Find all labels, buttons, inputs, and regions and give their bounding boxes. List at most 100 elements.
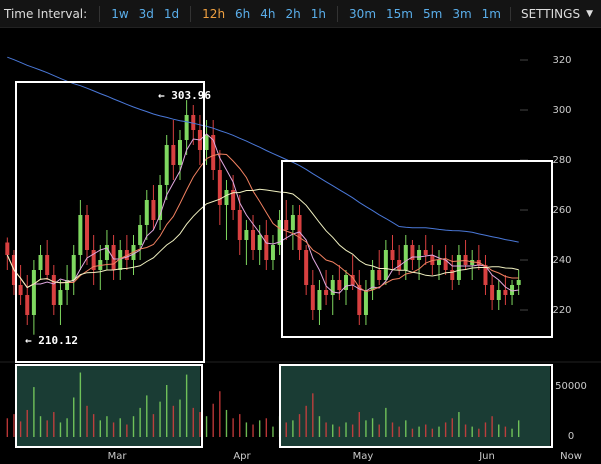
toolbar-divider: [337, 5, 339, 22]
candle: [304, 245, 309, 295]
candle: [177, 130, 182, 180]
candle-body: [370, 270, 375, 290]
candle-body: [496, 290, 501, 300]
candle-body: [244, 230, 249, 240]
candle-body: [503, 290, 508, 295]
candle-body: [490, 285, 495, 300]
interval-12h-button[interactable]: 12h: [202, 6, 226, 21]
volume-bar: [451, 418, 453, 437]
candle-body: [45, 255, 50, 275]
candle: [191, 105, 196, 145]
candle: [224, 180, 229, 240]
volume-highlight-area: [17, 366, 200, 447]
candle-body: [211, 135, 216, 170]
candle: [217, 150, 222, 225]
volume-bar: [139, 407, 141, 437]
candle-body: [38, 255, 43, 270]
candle: [357, 270, 362, 325]
volume-bar: [106, 416, 108, 437]
volume-bar: [46, 420, 48, 437]
candle: [503, 275, 508, 305]
candle: [423, 235, 428, 265]
candle-body: [317, 290, 322, 310]
volume-tick-label: 50000: [555, 381, 587, 392]
interval-group-hours: 12h 6h 4h 2h 1h: [184, 5, 331, 22]
settings-dropdown[interactable]: SETTINGS ▼: [509, 6, 601, 21]
volume-bar: [26, 409, 28, 437]
interval-5m-button[interactable]: 5m: [422, 6, 443, 21]
candle: [78, 200, 83, 270]
volume-bar: [192, 407, 194, 437]
candle: [25, 275, 30, 325]
candle-body: [184, 115, 189, 140]
candle: [403, 235, 408, 280]
candle: [344, 270, 349, 305]
volume-bar: [66, 418, 68, 437]
volume-bar: [53, 412, 55, 437]
candle-body: [118, 250, 123, 270]
interval-1d-button[interactable]: 1d: [163, 6, 180, 21]
interval-1m-button[interactable]: 1m: [481, 6, 501, 21]
candle-body: [191, 115, 196, 130]
volume-bar: [491, 416, 493, 437]
price-tick-label: 280: [552, 155, 571, 166]
candle: [330, 275, 335, 315]
interval-1h-button[interactable]: 1h: [310, 6, 327, 21]
interval-2h-button[interactable]: 2h: [285, 6, 301, 21]
price-tick-label: 300: [552, 105, 571, 116]
candle: [38, 245, 43, 280]
date-tick-label: Apr: [233, 451, 251, 462]
volume-bar: [245, 422, 248, 437]
volume-bar: [431, 428, 434, 437]
candle-body: [237, 210, 242, 240]
candle-body: [463, 255, 468, 265]
interval-3m-button[interactable]: 3m: [452, 6, 472, 21]
candle: [310, 270, 315, 320]
volume-bar: [464, 424, 467, 437]
volume-bar: [13, 414, 15, 437]
candle: [463, 240, 468, 270]
interval-6h-button[interactable]: 6h: [235, 6, 251, 21]
volume-bar: [79, 372, 82, 437]
candle: [257, 225, 262, 265]
candle: [456, 245, 461, 285]
volume-bar: [292, 420, 294, 437]
interval-4h-button[interactable]: 4h: [260, 6, 276, 21]
candle-body: [397, 260, 402, 270]
volume-bar: [205, 416, 208, 437]
candle: [290, 205, 295, 250]
volume-bar: [258, 420, 261, 437]
caret-down-icon: ▼: [586, 8, 593, 19]
candle-body: [270, 245, 275, 260]
candle: [144, 190, 149, 240]
moving-average-line: [7, 56, 519, 243]
volume-bar: [398, 426, 400, 437]
toolbar-divider: [190, 5, 192, 22]
volume-bar: [265, 418, 268, 437]
volume-bars: [6, 372, 520, 437]
volume-bar: [6, 418, 9, 437]
interval-15m-button[interactable]: 15m: [386, 6, 413, 21]
interval-3d-button[interactable]: 3d: [138, 6, 154, 21]
volume-bar: [112, 422, 115, 437]
candle: [370, 260, 375, 300]
candle: [51, 265, 56, 315]
candle: [476, 245, 481, 270]
candle: [91, 235, 96, 285]
candle: [45, 240, 50, 280]
candle-body: [423, 250, 428, 255]
interval-1w-button[interactable]: 1w: [111, 6, 129, 21]
date-tick-label: May: [353, 451, 374, 462]
candle: [31, 260, 36, 335]
candle-body: [357, 285, 362, 315]
highlight-box: [279, 364, 553, 448]
date-tick-label: Mar: [108, 451, 128, 462]
interval-30m-button[interactable]: 30m: [349, 6, 377, 21]
moving-average-line: [6, 188, 519, 289]
volume-bar: [498, 424, 500, 437]
volume-bar: [252, 424, 254, 437]
highlight-box: [15, 81, 205, 363]
candle-body: [91, 250, 96, 270]
volume-bar: [99, 420, 101, 437]
